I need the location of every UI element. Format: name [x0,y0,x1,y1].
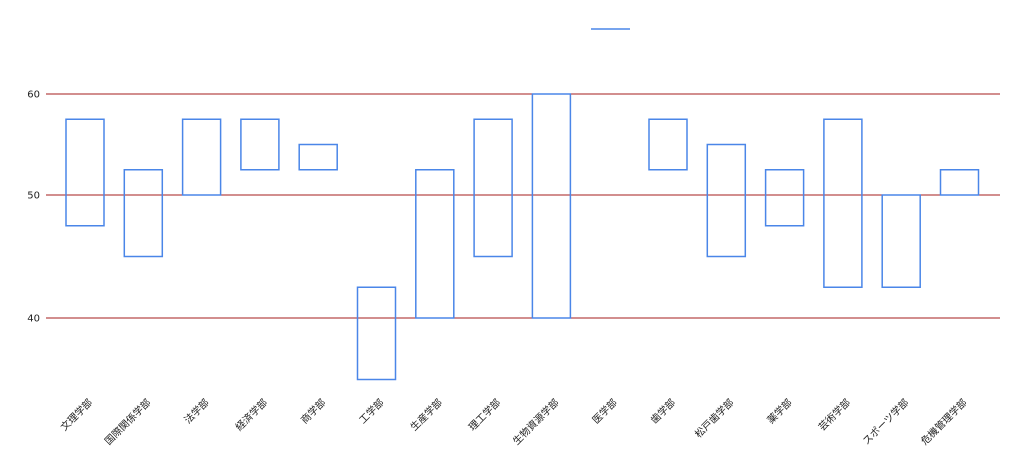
x-category-label-12: 薬学部 [764,396,794,426]
x-category-label-11: 松戸歯学部 [692,396,737,441]
x-category-label-6: 生産学部 [407,396,444,433]
gridlines [46,93,1000,319]
y-tick-label-50: 50 [27,191,40,202]
x-category-label-13: 芸術学部 [816,396,853,433]
range-bar-8 [531,93,572,319]
range-bar-4 [298,143,338,171]
range-bar-15 [939,169,980,196]
x-category-label-3: 経済学部 [233,396,270,433]
range-bar-12 [764,169,805,227]
x-category-label-5: 工学部 [356,396,386,426]
x-category-label-0: 文理学部 [58,396,95,433]
range-bar-0 [65,118,105,227]
x-category-label-15: 危機管理学部 [918,396,970,448]
x-axis-labels: 文理学部 国際関係学部 法学部 経済学部 商学部 工学部 生産学部 理工学部 生物資源学部 医学部… [58,396,970,448]
range-bar-13 [823,118,863,288]
y-axis-ticks: 40 50 60 [27,90,40,325]
range-bar-5 [356,286,397,381]
range-bars [65,93,980,381]
x-category-label-1: 国際関係学部 [102,396,154,448]
x-category-label-14: スポーツ学部 [860,396,911,447]
range-bar-10 [648,118,688,171]
range-bar-11 [706,143,747,258]
range-bar-14 [881,194,921,288]
x-category-label-7: 理工学部 [466,396,503,433]
x-category-label-10: 歯学部 [648,396,678,426]
y-tick-label-60: 60 [27,90,40,101]
y-tick-label-40: 40 [27,314,40,325]
range-bar-1 [123,169,164,258]
range-bar-2 [181,118,222,196]
range-bar-6 [415,169,455,319]
x-category-label-9: 医学部 [589,396,619,426]
x-category-label-4: 商学部 [298,396,328,426]
range-bar-3 [240,118,280,171]
range-bar-7 [473,118,513,258]
x-category-label-8: 生物資源学部 [510,396,562,448]
x-category-label-2: 法学部 [181,396,211,426]
